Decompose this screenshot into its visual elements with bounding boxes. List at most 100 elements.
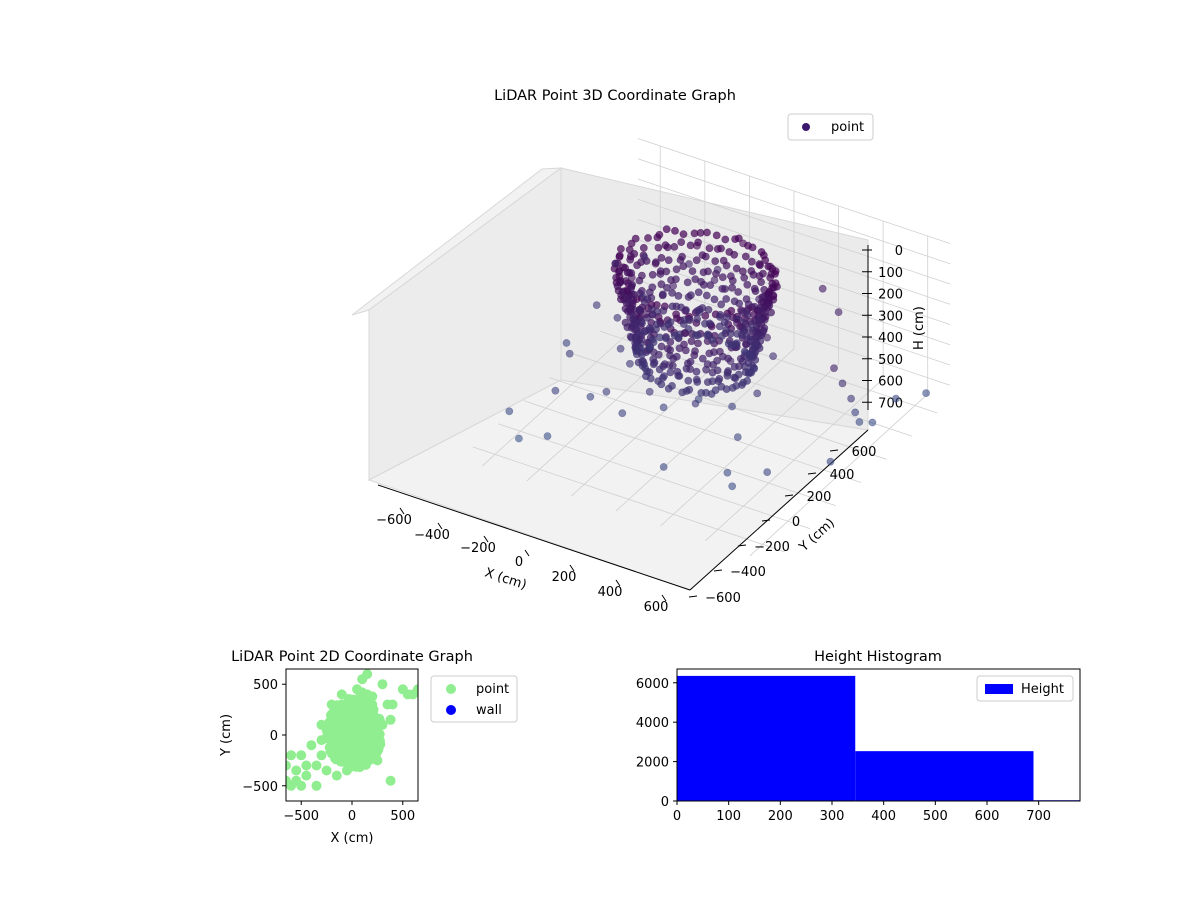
data-point-2d (306, 740, 317, 751)
data-point-3d (655, 365, 664, 374)
data-point-3d (654, 350, 663, 359)
legend-marker-point-2d (446, 684, 456, 694)
y-tick-3d (688, 595, 698, 598)
legend-marker-point (802, 123, 810, 131)
data-point-2d (296, 780, 307, 791)
data-point-3d (868, 418, 877, 427)
data-point-3d (657, 253, 666, 262)
data-point-3d (665, 361, 674, 369)
data-point-3d (724, 339, 733, 348)
histogram-bars (677, 675, 1080, 801)
data-point-3d (701, 311, 710, 320)
data-point-2d (413, 684, 418, 695)
data-point-2d (341, 765, 352, 776)
x-tick-label-hist: 100 (716, 809, 741, 824)
data-point-2d (385, 775, 396, 786)
data-point-3d (704, 330, 712, 339)
data-point-3d (711, 257, 720, 265)
data-point-3d (733, 329, 742, 338)
data-point-3d (626, 255, 635, 264)
data-point-3d (739, 378, 748, 387)
data-point-3d (646, 342, 655, 351)
data-point-3d (710, 295, 719, 304)
data-point-2d (362, 740, 373, 751)
legend-2d: point wall (430, 675, 518, 723)
data-point-3d (713, 245, 722, 253)
data-point-3d (602, 387, 611, 396)
grid-line-y (472, 446, 785, 553)
data-point-3d (613, 313, 622, 322)
data-point-3d (747, 257, 756, 266)
data-point-2d (347, 730, 357, 740)
data-point-3d (742, 349, 750, 358)
data-point-3d (543, 432, 552, 440)
y-tick-label-3d: 600 (852, 445, 877, 460)
legend-label-point-3d: point (831, 120, 864, 135)
y-tick-3d (784, 494, 794, 497)
data-point-3d (838, 379, 847, 388)
data-point-3d (691, 347, 699, 355)
data-point-3d (730, 297, 739, 306)
z-tick-label-3d: 600 (878, 375, 903, 390)
y-tick-label-3d: 200 (807, 490, 832, 505)
data-point-3d (626, 359, 634, 368)
data-point-3d (613, 282, 622, 291)
data-point-3d (755, 260, 764, 269)
data-point-3d (622, 277, 630, 285)
data-point-2d (372, 755, 383, 766)
data-point-3d (818, 284, 827, 293)
z-tick-label-3d: 100 (878, 266, 903, 281)
data-point-3d (765, 301, 774, 310)
data-point-2d (357, 687, 368, 698)
data-point-3d (562, 339, 571, 347)
chart-histogram: Height Histogram 0 100 200 300 400 500 600 7000… (636, 649, 1081, 824)
data-point-3d (670, 331, 679, 340)
data-point-3d (674, 371, 683, 380)
y-tick-label-3d: 0 (792, 515, 800, 530)
data-point-3d (698, 251, 707, 259)
data-point-3d (683, 278, 692, 287)
data-point-3d (722, 326, 731, 334)
y-tick-3d (713, 569, 723, 572)
data-point-3d (664, 256, 673, 265)
data-point-3d (741, 252, 750, 261)
data-point-3d (718, 273, 727, 282)
y-tick-label-hist: 2000 (636, 756, 669, 771)
data-point-3d (750, 364, 758, 373)
data-point-3d (688, 267, 697, 275)
data-point-2d (367, 699, 378, 710)
data-point-3d (694, 288, 703, 297)
data-point-3d (715, 374, 724, 383)
data-point-3d (651, 259, 660, 268)
y-tick-3d (829, 449, 839, 452)
data-point-3d (747, 320, 756, 329)
y-tick-label-3d: −400 (730, 565, 766, 580)
data-point-3d (652, 325, 660, 334)
data-point-3d (642, 310, 650, 319)
points-2d (286, 669, 418, 791)
x-tick-label-hist: 400 (871, 809, 896, 824)
grid-line-z (637, 198, 951, 305)
data-point-3d (699, 268, 708, 277)
data-point-3d (695, 308, 704, 317)
x-tick-3d (524, 549, 530, 557)
x-axis-line (377, 484, 691, 591)
data-point-2d (357, 724, 368, 735)
data-point-2d (385, 714, 396, 725)
y-tick-label-2d: 0 (270, 729, 278, 744)
data-point-2d (321, 765, 332, 776)
data-point-3d (679, 230, 688, 239)
y-tick-3d (807, 472, 817, 475)
x-tick-label-3d: 600 (644, 600, 669, 615)
data-point-3d (656, 270, 665, 278)
data-point-3d (669, 281, 677, 290)
data-point-3d (617, 244, 625, 253)
data-point-3d (755, 295, 763, 304)
data-point-3d (756, 306, 764, 315)
data-point-3d (731, 235, 739, 243)
data-point-3d (713, 366, 722, 375)
y-axis-line (689, 429, 869, 591)
data-point-3d (740, 318, 748, 327)
data-point-3d (769, 291, 778, 300)
